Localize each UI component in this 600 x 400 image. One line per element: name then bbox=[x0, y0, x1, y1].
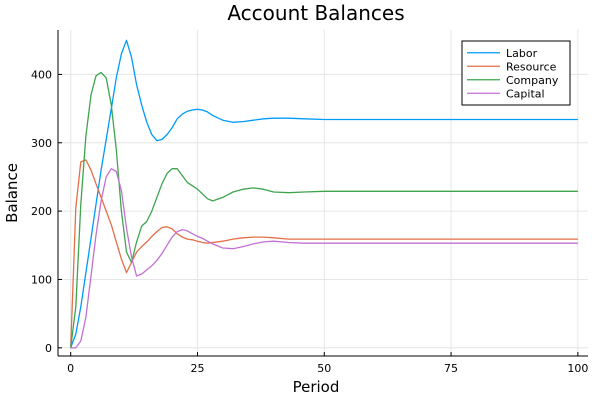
series-line-company bbox=[70, 71, 578, 348]
series-lines bbox=[70, 39, 578, 349]
y-tick-label: 0 bbox=[45, 342, 52, 355]
legend-box bbox=[461, 40, 571, 106]
legend-label-labor: Labor bbox=[506, 47, 538, 60]
x-tick-label: 75 bbox=[444, 362, 458, 375]
axes: 0 25 50 75 100 0 100 200 300 400 bbox=[31, 30, 588, 375]
x-tick-label: 0 bbox=[67, 362, 74, 375]
x-tick-label: 50 bbox=[317, 362, 331, 375]
series-line-resource bbox=[70, 159, 578, 348]
y-tick-label: 400 bbox=[31, 68, 52, 81]
y-tick-label: 300 bbox=[31, 137, 52, 150]
x-axis-label: Period bbox=[293, 378, 340, 396]
x-tick-label: 25 bbox=[190, 362, 204, 375]
legend-label-company: Company bbox=[506, 74, 559, 87]
y-tick-label: 200 bbox=[31, 205, 52, 218]
y-tick-label: 100 bbox=[31, 273, 52, 286]
y-axis-label: Balance bbox=[3, 163, 21, 223]
series-line-labor bbox=[70, 39, 578, 349]
legend-label-resource: Resource bbox=[506, 60, 557, 73]
series-line-capital bbox=[70, 168, 578, 349]
chart-title: Account Balances bbox=[227, 1, 404, 25]
legend-label-capital: Capital bbox=[506, 87, 545, 100]
x-tick-label: 100 bbox=[567, 362, 588, 375]
